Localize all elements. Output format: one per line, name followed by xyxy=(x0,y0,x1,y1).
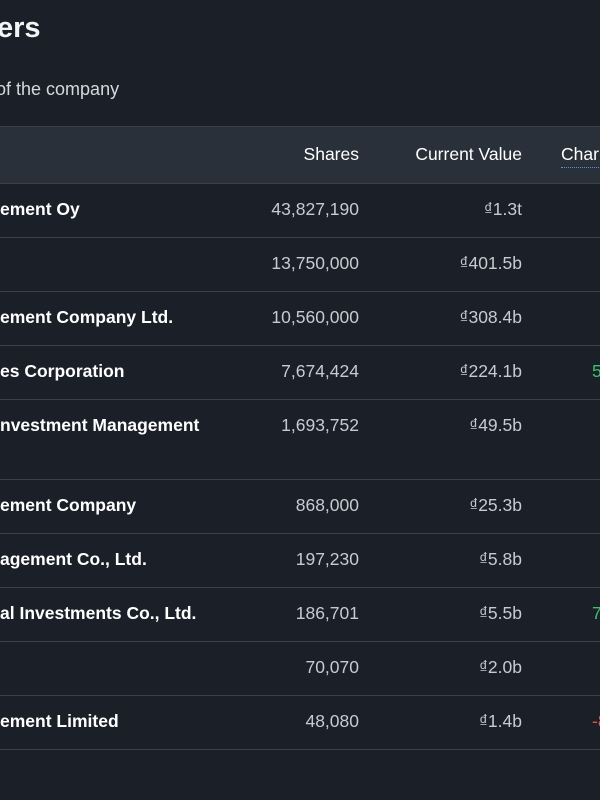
holder-shares: 1,693,752 xyxy=(281,415,359,435)
holder-name: es Corporation xyxy=(0,361,125,381)
holder-shares: 43,827,190 xyxy=(271,199,359,219)
table-row[interactable]: agement Co., Ltd. 197,230 ₫5.8b xyxy=(0,534,600,588)
page-subtitle: of the company xyxy=(0,79,120,99)
table-row[interactable]: al Investments Co., Ltd. 186,701 ₫5.5b 7 xyxy=(0,588,600,642)
holder-value: ₫5.5b xyxy=(478,603,522,623)
holder-value: ₫224.1b xyxy=(459,361,522,381)
holder-shares: 197,230 xyxy=(295,549,359,569)
table-row[interactable]: 70,070 ₫2.0b xyxy=(0,642,600,696)
page-title: ers xyxy=(0,12,41,44)
holder-value: ₫25.3b xyxy=(469,495,522,515)
holder-value: ₫49.5b xyxy=(469,415,522,435)
holder-name: ement Company Ltd. xyxy=(0,307,174,327)
holder-name: nvestment Management xyxy=(0,415,200,435)
holder-name: ement Oy xyxy=(0,199,80,219)
holder-shares: 13,750,000 xyxy=(271,253,359,273)
holder-name: ement Company xyxy=(0,495,137,515)
holder-value: ₫2.0b xyxy=(478,657,522,677)
holder-value: ₫1.4b xyxy=(478,711,522,731)
holder-value: ₫1.3t xyxy=(483,199,522,219)
holder-shares: 868,000 xyxy=(295,495,359,515)
holder-name: ement Limited xyxy=(0,711,119,731)
holder-shares: 186,701 xyxy=(295,603,359,623)
table-row[interactable]: ement Company 868,000 ₫25.3b xyxy=(0,480,600,534)
holder-value: ₫308.4b xyxy=(459,307,522,327)
current-value-column-header[interactable]: Current Value xyxy=(415,144,522,164)
holder-shares: 10,560,000 xyxy=(271,307,359,327)
holder-name: al Investments Co., Ltd. xyxy=(0,603,197,623)
table-row[interactable]: nvestment Management 1,693,752 ₫49.5b xyxy=(0,400,600,480)
holder-value: ₫401.5b xyxy=(459,253,522,273)
table-row[interactable]: es Corporation 7,674,424 ₫224.1b 5 xyxy=(0,346,600,400)
table-row[interactable]: ement Oy 43,827,190 ₫1.3t xyxy=(0,184,600,238)
table-row[interactable]: ement Company Ltd. 10,560,000 ₫308.4b xyxy=(0,292,600,346)
shareholders-table: Shares Current Value Char ement Oy 43,82… xyxy=(0,126,600,750)
holder-name: agement Co., Ltd. xyxy=(0,549,147,569)
holder-value: ₫5.8b xyxy=(478,549,522,569)
holder-change: 7 xyxy=(592,603,600,623)
holder-shares: 48,080 xyxy=(305,711,359,731)
table-header: Shares Current Value Char xyxy=(0,126,600,184)
holder-shares: 70,070 xyxy=(305,657,359,677)
table-row[interactable]: 13,750,000 ₫401.5b xyxy=(0,238,600,292)
holder-shares: 7,674,424 xyxy=(281,361,359,381)
change-column-header[interactable]: Char xyxy=(561,144,599,168)
holder-change: -8 xyxy=(592,711,600,731)
table-row[interactable]: ement Limited 48,080 ₫1.4b -8 xyxy=(0,696,600,750)
holder-change: 5 xyxy=(592,361,600,381)
shares-column-header[interactable]: Shares xyxy=(303,144,359,164)
